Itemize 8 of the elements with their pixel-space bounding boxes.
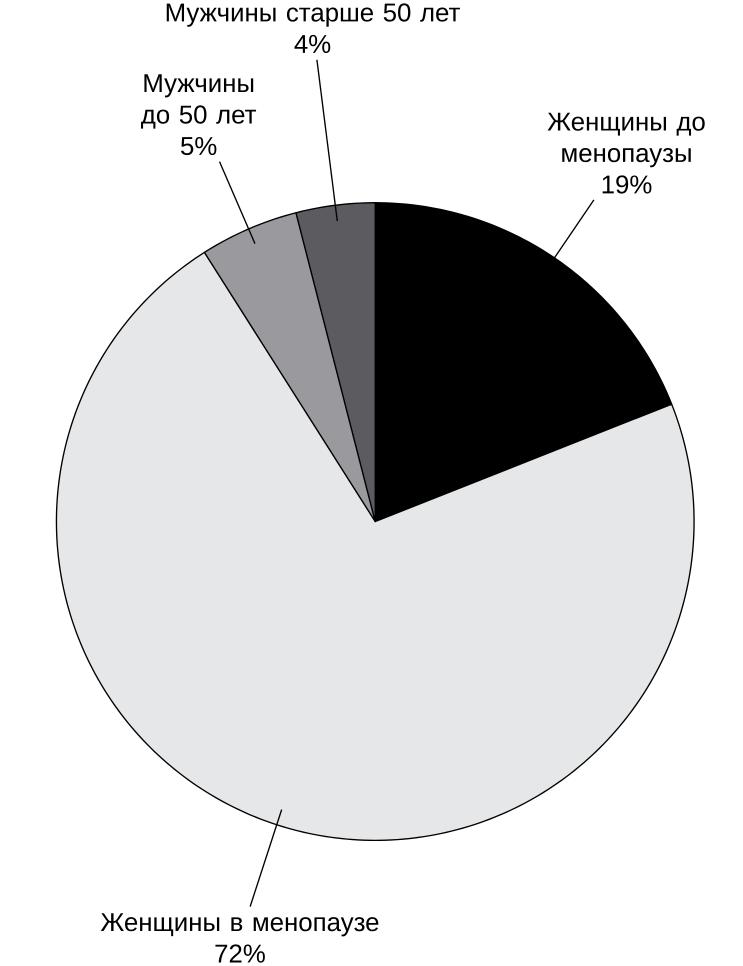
data-label: 5% bbox=[181, 136, 217, 156]
slice-label: Женщины в менопаузе bbox=[101, 913, 379, 936]
slice-label: Мужчины старше 50 лет bbox=[166, 3, 460, 27]
data-label: 4% bbox=[294, 34, 330, 53]
slice-label: Мужчины до 50 лет bbox=[141, 74, 256, 129]
data-label: 19% bbox=[602, 175, 652, 194]
data-label: 72% bbox=[216, 944, 266, 963]
slice-label: Женщины до менопаузы bbox=[548, 112, 705, 168]
